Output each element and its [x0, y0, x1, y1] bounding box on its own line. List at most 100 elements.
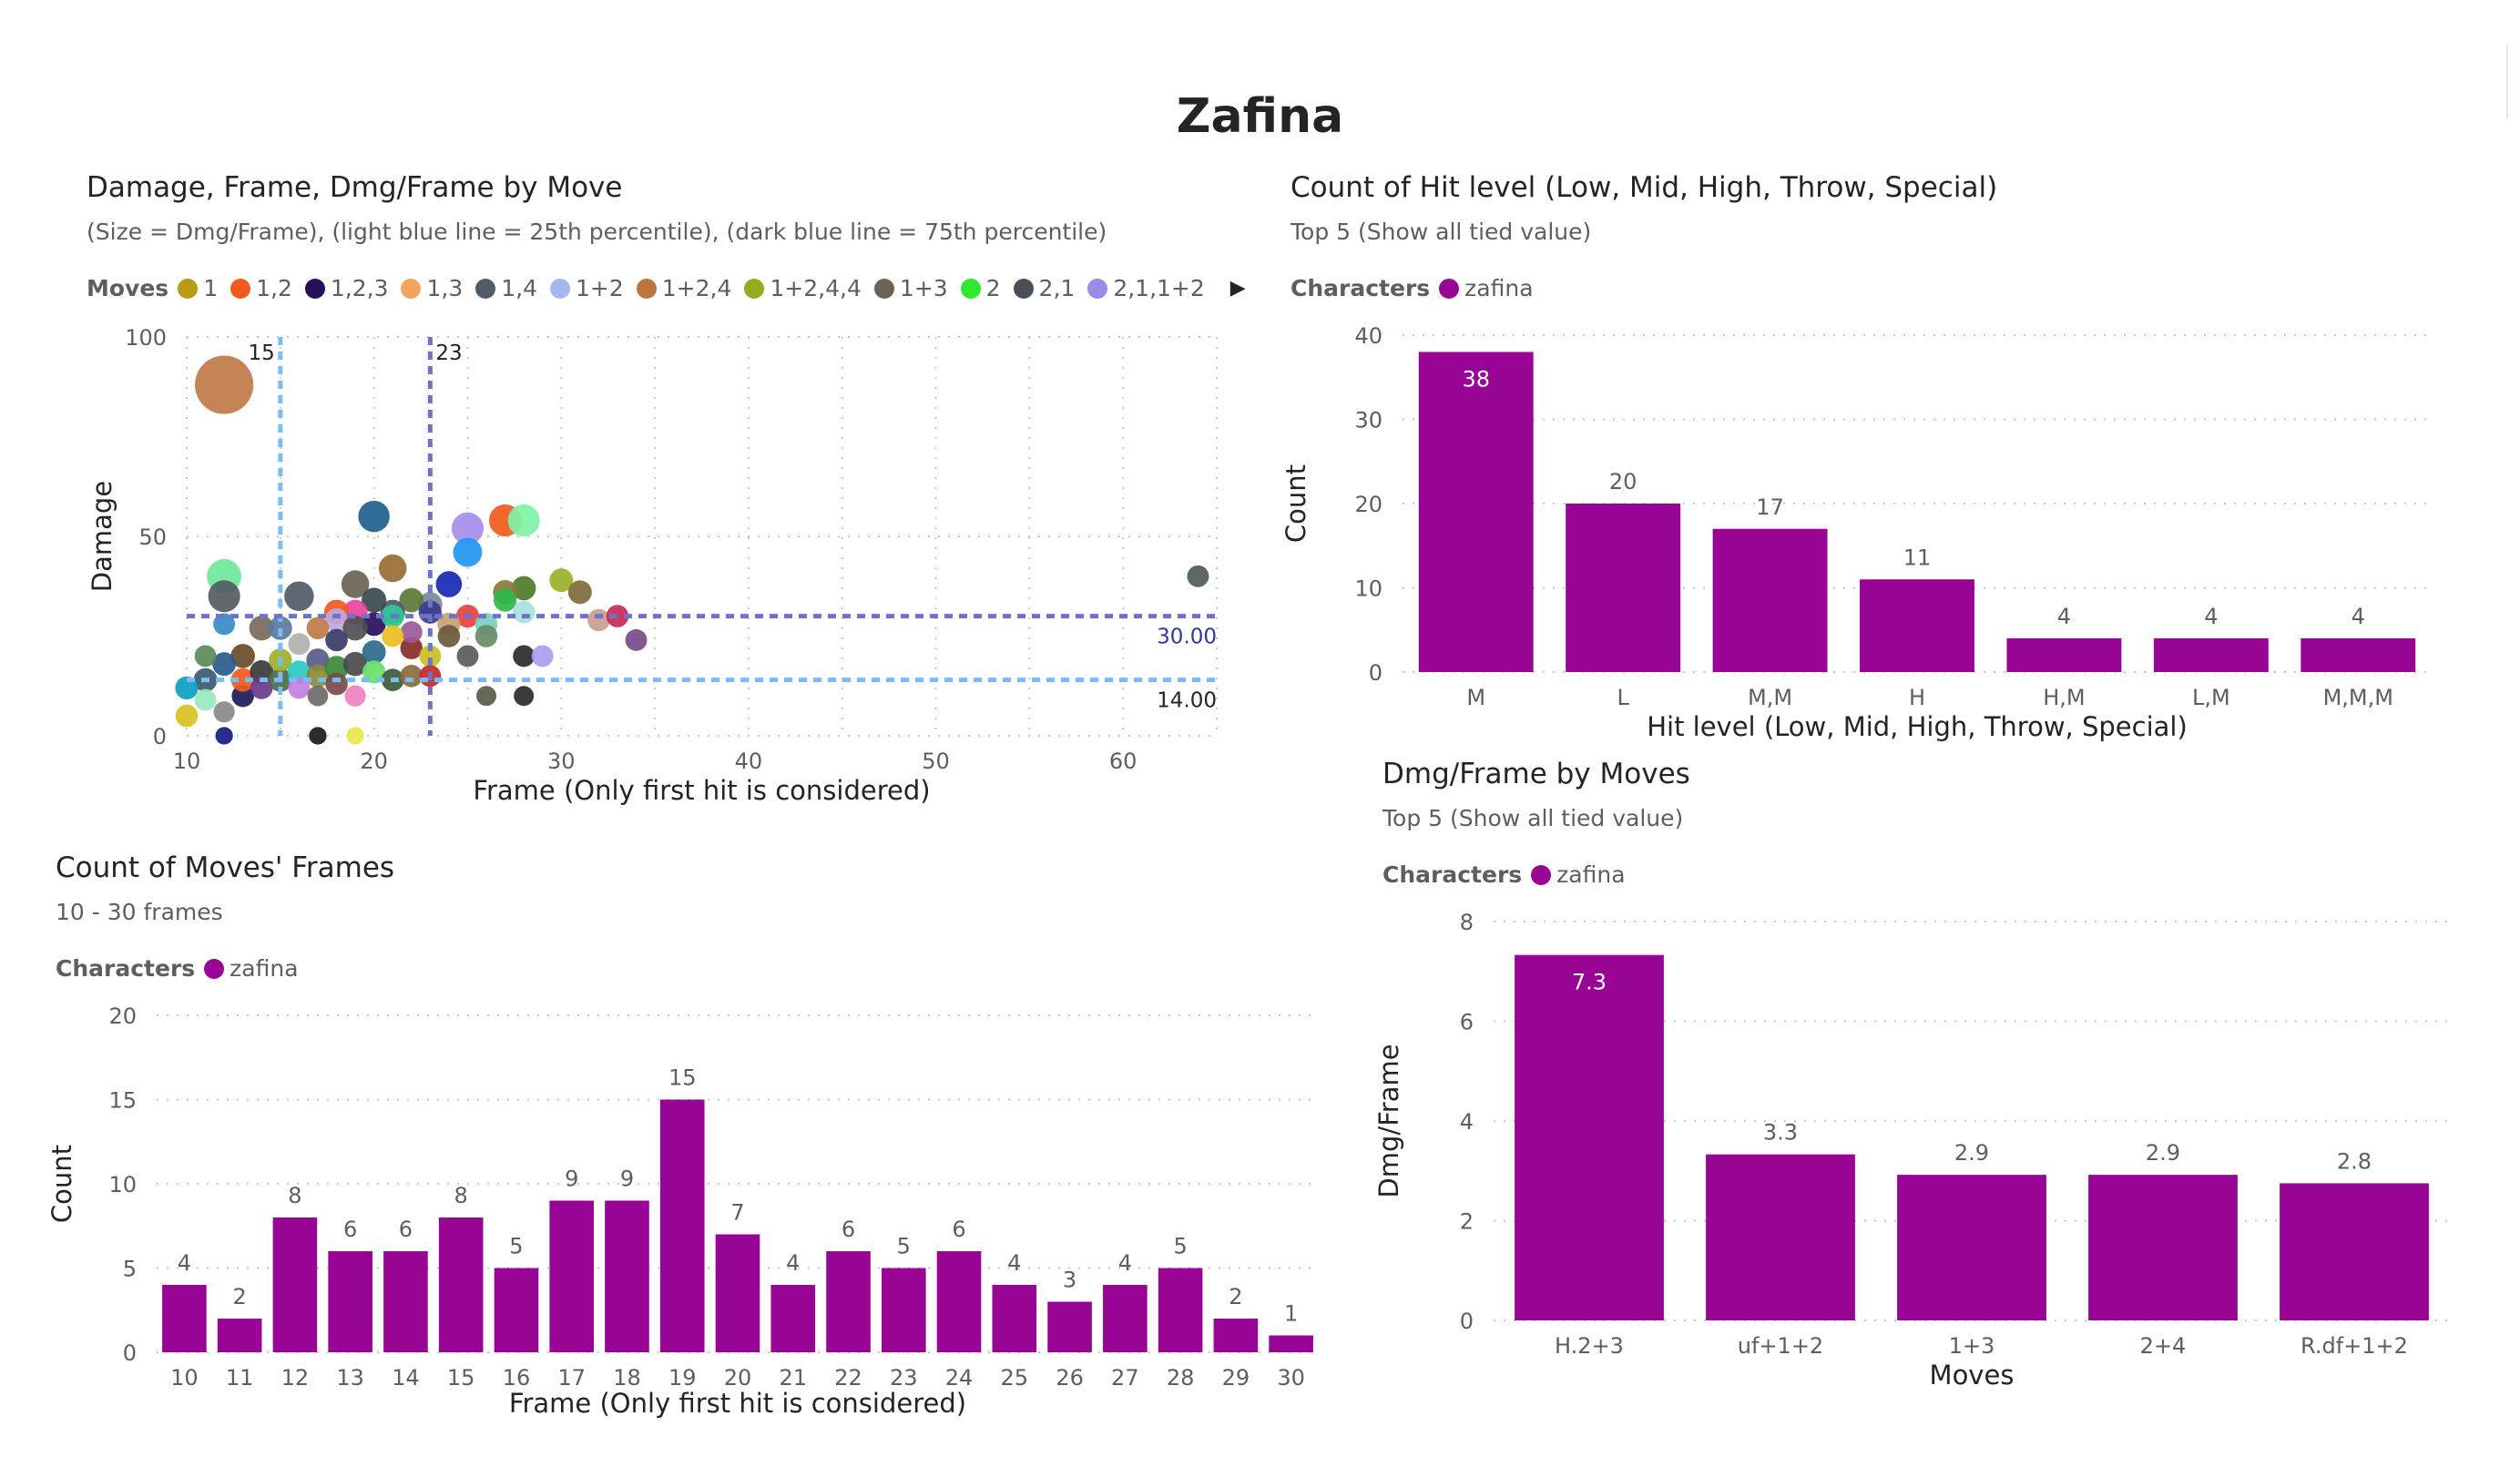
- scatter-point[interactable]: [288, 633, 311, 656]
- scatter-point[interactable]: [514, 686, 535, 707]
- scatter-point[interactable]: [230, 667, 255, 692]
- scatter-point[interactable]: [268, 616, 292, 640]
- bar[interactable]: [1269, 1335, 1313, 1353]
- bar[interactable]: [549, 1200, 595, 1353]
- legend-item-4[interactable]: 1,4: [475, 275, 537, 301]
- legend-item-6[interactable]: 1+2,4: [636, 275, 731, 301]
- scatter-point[interactable]: [215, 727, 233, 745]
- scatter-point[interactable]: [284, 581, 314, 611]
- triangle-right-icon[interactable]: ▶: [1229, 277, 1246, 300]
- scatter-point[interactable]: [1187, 565, 1209, 587]
- bar[interactable]: [1158, 1268, 1203, 1353]
- scatter-point[interactable]: [453, 537, 483, 567]
- scatter-point[interactable]: [400, 621, 423, 644]
- scatter-point[interactable]: [194, 645, 217, 667]
- scatter-point[interactable]: [324, 608, 349, 632]
- scatter-point[interactable]: [346, 727, 364, 745]
- scatter-point[interactable]: [549, 568, 574, 593]
- scatter-point[interactable]: [342, 651, 368, 677]
- legend-item-zafina[interactable]: zafina: [204, 955, 299, 982]
- scatter-point[interactable]: [435, 571, 463, 597]
- bar[interactable]: [1515, 954, 1664, 1320]
- scatter-point[interactable]: [212, 652, 237, 677]
- scatter-point[interactable]: [208, 580, 240, 613]
- scatter-point[interactable]: [399, 587, 424, 613]
- scatter-point[interactable]: [213, 613, 236, 636]
- bar[interactable]: [1860, 579, 1974, 672]
- bar[interactable]: [162, 1285, 207, 1352]
- scatter-point[interactable]: [230, 644, 255, 668]
- scatter-point[interactable]: [249, 616, 274, 641]
- bar[interactable]: [936, 1251, 982, 1352]
- bar[interactable]: [272, 1218, 318, 1352]
- bar[interactable]: [1706, 1154, 1855, 1320]
- bar[interactable]: [1712, 528, 1828, 672]
- scatter-point[interactable]: [306, 648, 330, 672]
- bar[interactable]: [1418, 352, 1534, 673]
- scatter-point[interactable]: [213, 701, 235, 723]
- bar[interactable]: [770, 1285, 816, 1352]
- scatter-point[interactable]: [342, 616, 368, 641]
- bar[interactable]: [605, 1200, 649, 1353]
- bar[interactable]: [383, 1251, 428, 1352]
- scatter-point[interactable]: [513, 645, 536, 667]
- bar[interactable]: [1897, 1175, 2046, 1320]
- scatter-point[interactable]: [307, 685, 329, 707]
- legend-item-0[interactable]: 1: [178, 275, 218, 301]
- bar[interactable]: [881, 1268, 926, 1353]
- scatter-point[interactable]: [250, 677, 273, 699]
- scatter-point[interactable]: [531, 645, 554, 667]
- bar[interactable]: [2280, 1183, 2429, 1320]
- bar[interactable]: [2301, 638, 2416, 672]
- bar[interactable]: [715, 1234, 760, 1353]
- bar[interactable]: [826, 1251, 871, 1352]
- legend-item-9[interactable]: 2: [960, 275, 1001, 301]
- scatter-point[interactable]: [341, 570, 370, 598]
- bar[interactable]: [438, 1218, 484, 1352]
- scatter-point[interactable]: [511, 576, 536, 601]
- bar[interactable]: [494, 1268, 539, 1353]
- bar[interactable]: [217, 1319, 262, 1352]
- legend-item-zafina[interactable]: zafina: [1439, 275, 1534, 301]
- scatter-point[interactable]: [451, 512, 485, 545]
- scatter-point[interactable]: [382, 625, 404, 647]
- scatter-point[interactable]: [362, 640, 386, 664]
- bar[interactable]: [1047, 1301, 1092, 1353]
- scatter-point[interactable]: [194, 688, 217, 711]
- scatter-point[interactable]: [456, 645, 479, 667]
- legend-item-5[interactable]: 1+2: [550, 275, 624, 301]
- scatter-point[interactable]: [288, 677, 311, 699]
- legend-item-3[interactable]: 1,3: [401, 275, 463, 301]
- bar[interactable]: [2153, 638, 2269, 672]
- scatter-point[interactable]: [493, 588, 517, 612]
- scatter-point[interactable]: [175, 704, 199, 728]
- scatter-point[interactable]: [419, 645, 442, 667]
- bar[interactable]: [659, 1099, 705, 1353]
- legend-item-10[interactable]: 2,1: [1013, 275, 1075, 301]
- scatter-point[interactable]: [507, 504, 540, 537]
- scatter-point[interactable]: [567, 580, 592, 605]
- scatter-point[interactable]: [309, 727, 327, 745]
- bar[interactable]: [2006, 638, 2122, 672]
- legend-item-8[interactable]: 1+3: [873, 275, 948, 301]
- legend-item-zafina[interactable]: zafina: [1531, 861, 1626, 888]
- bar[interactable]: [2088, 1175, 2238, 1320]
- scatter-point[interactable]: [358, 500, 390, 533]
- scatter-point[interactable]: [587, 608, 610, 632]
- legend-item-7[interactable]: 1+2,4,4: [744, 275, 862, 301]
- scatter-point[interactable]: [378, 554, 407, 583]
- scatter-point[interactable]: [362, 587, 387, 613]
- bar[interactable]: [1566, 504, 1681, 672]
- legend-item-1[interactable]: 1,2: [230, 275, 292, 301]
- bar[interactable]: [328, 1251, 372, 1352]
- scatter-point[interactable]: [195, 355, 254, 414]
- bar[interactable]: [1213, 1319, 1259, 1352]
- bar[interactable]: [992, 1285, 1037, 1352]
- scatter-point[interactable]: [325, 672, 348, 696]
- scatter-point[interactable]: [437, 625, 461, 647]
- scatter-point[interactable]: [476, 686, 496, 707]
- legend-item-11[interactable]: 2,1,1+2: [1087, 275, 1205, 301]
- scatter-point[interactable]: [625, 628, 648, 651]
- scatter-point[interactable]: [400, 637, 423, 659]
- scatter-point[interactable]: [325, 628, 348, 652]
